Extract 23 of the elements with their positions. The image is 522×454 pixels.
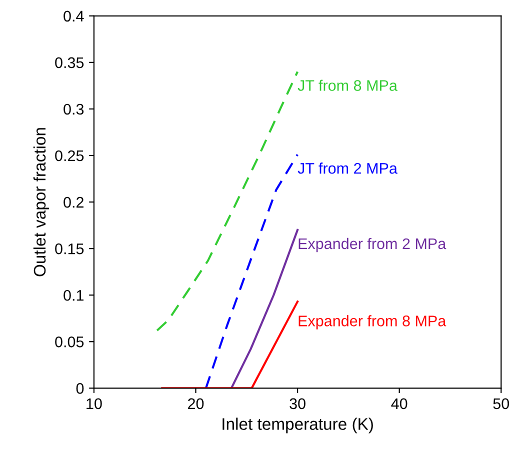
- y-tick-label: 0.2: [64, 196, 84, 208]
- x-tick-label: 30: [290, 398, 306, 410]
- line-series: [156, 70, 299, 332]
- line-series: [230, 228, 299, 388]
- x-tick-label: 20: [188, 398, 204, 410]
- y-tick-label: 0.05: [55, 336, 84, 348]
- x-tick-label: 50: [493, 398, 510, 410]
- series-label: Expander from 2 MPa: [298, 238, 446, 252]
- x-tick-label: 40: [391, 398, 408, 410]
- y-tick-label: 0: [76, 383, 84, 394]
- y-tick-label: 0.4: [64, 10, 84, 22]
- y-tick-label: 0.3: [64, 104, 84, 115]
- x-axis-title: Inlet temperature (K): [222, 418, 373, 434]
- y-tick-label: 0.1: [64, 290, 84, 301]
- x-tick-label: 10: [86, 398, 102, 410]
- line-series: [204, 154, 299, 388]
- y-tick-label: 0.15: [55, 243, 84, 254]
- series-label: JT from 2 MPa: [298, 162, 398, 174]
- series-label: Expander from 8 MPa: [298, 315, 446, 330]
- y-tick-label: 0.35: [55, 57, 84, 68]
- series-label: JT from 8 MPa: [298, 80, 398, 91]
- y-axis-title: Outlet vapor fraction: [33, 128, 49, 276]
- y-tick-label: 0.25: [55, 150, 84, 162]
